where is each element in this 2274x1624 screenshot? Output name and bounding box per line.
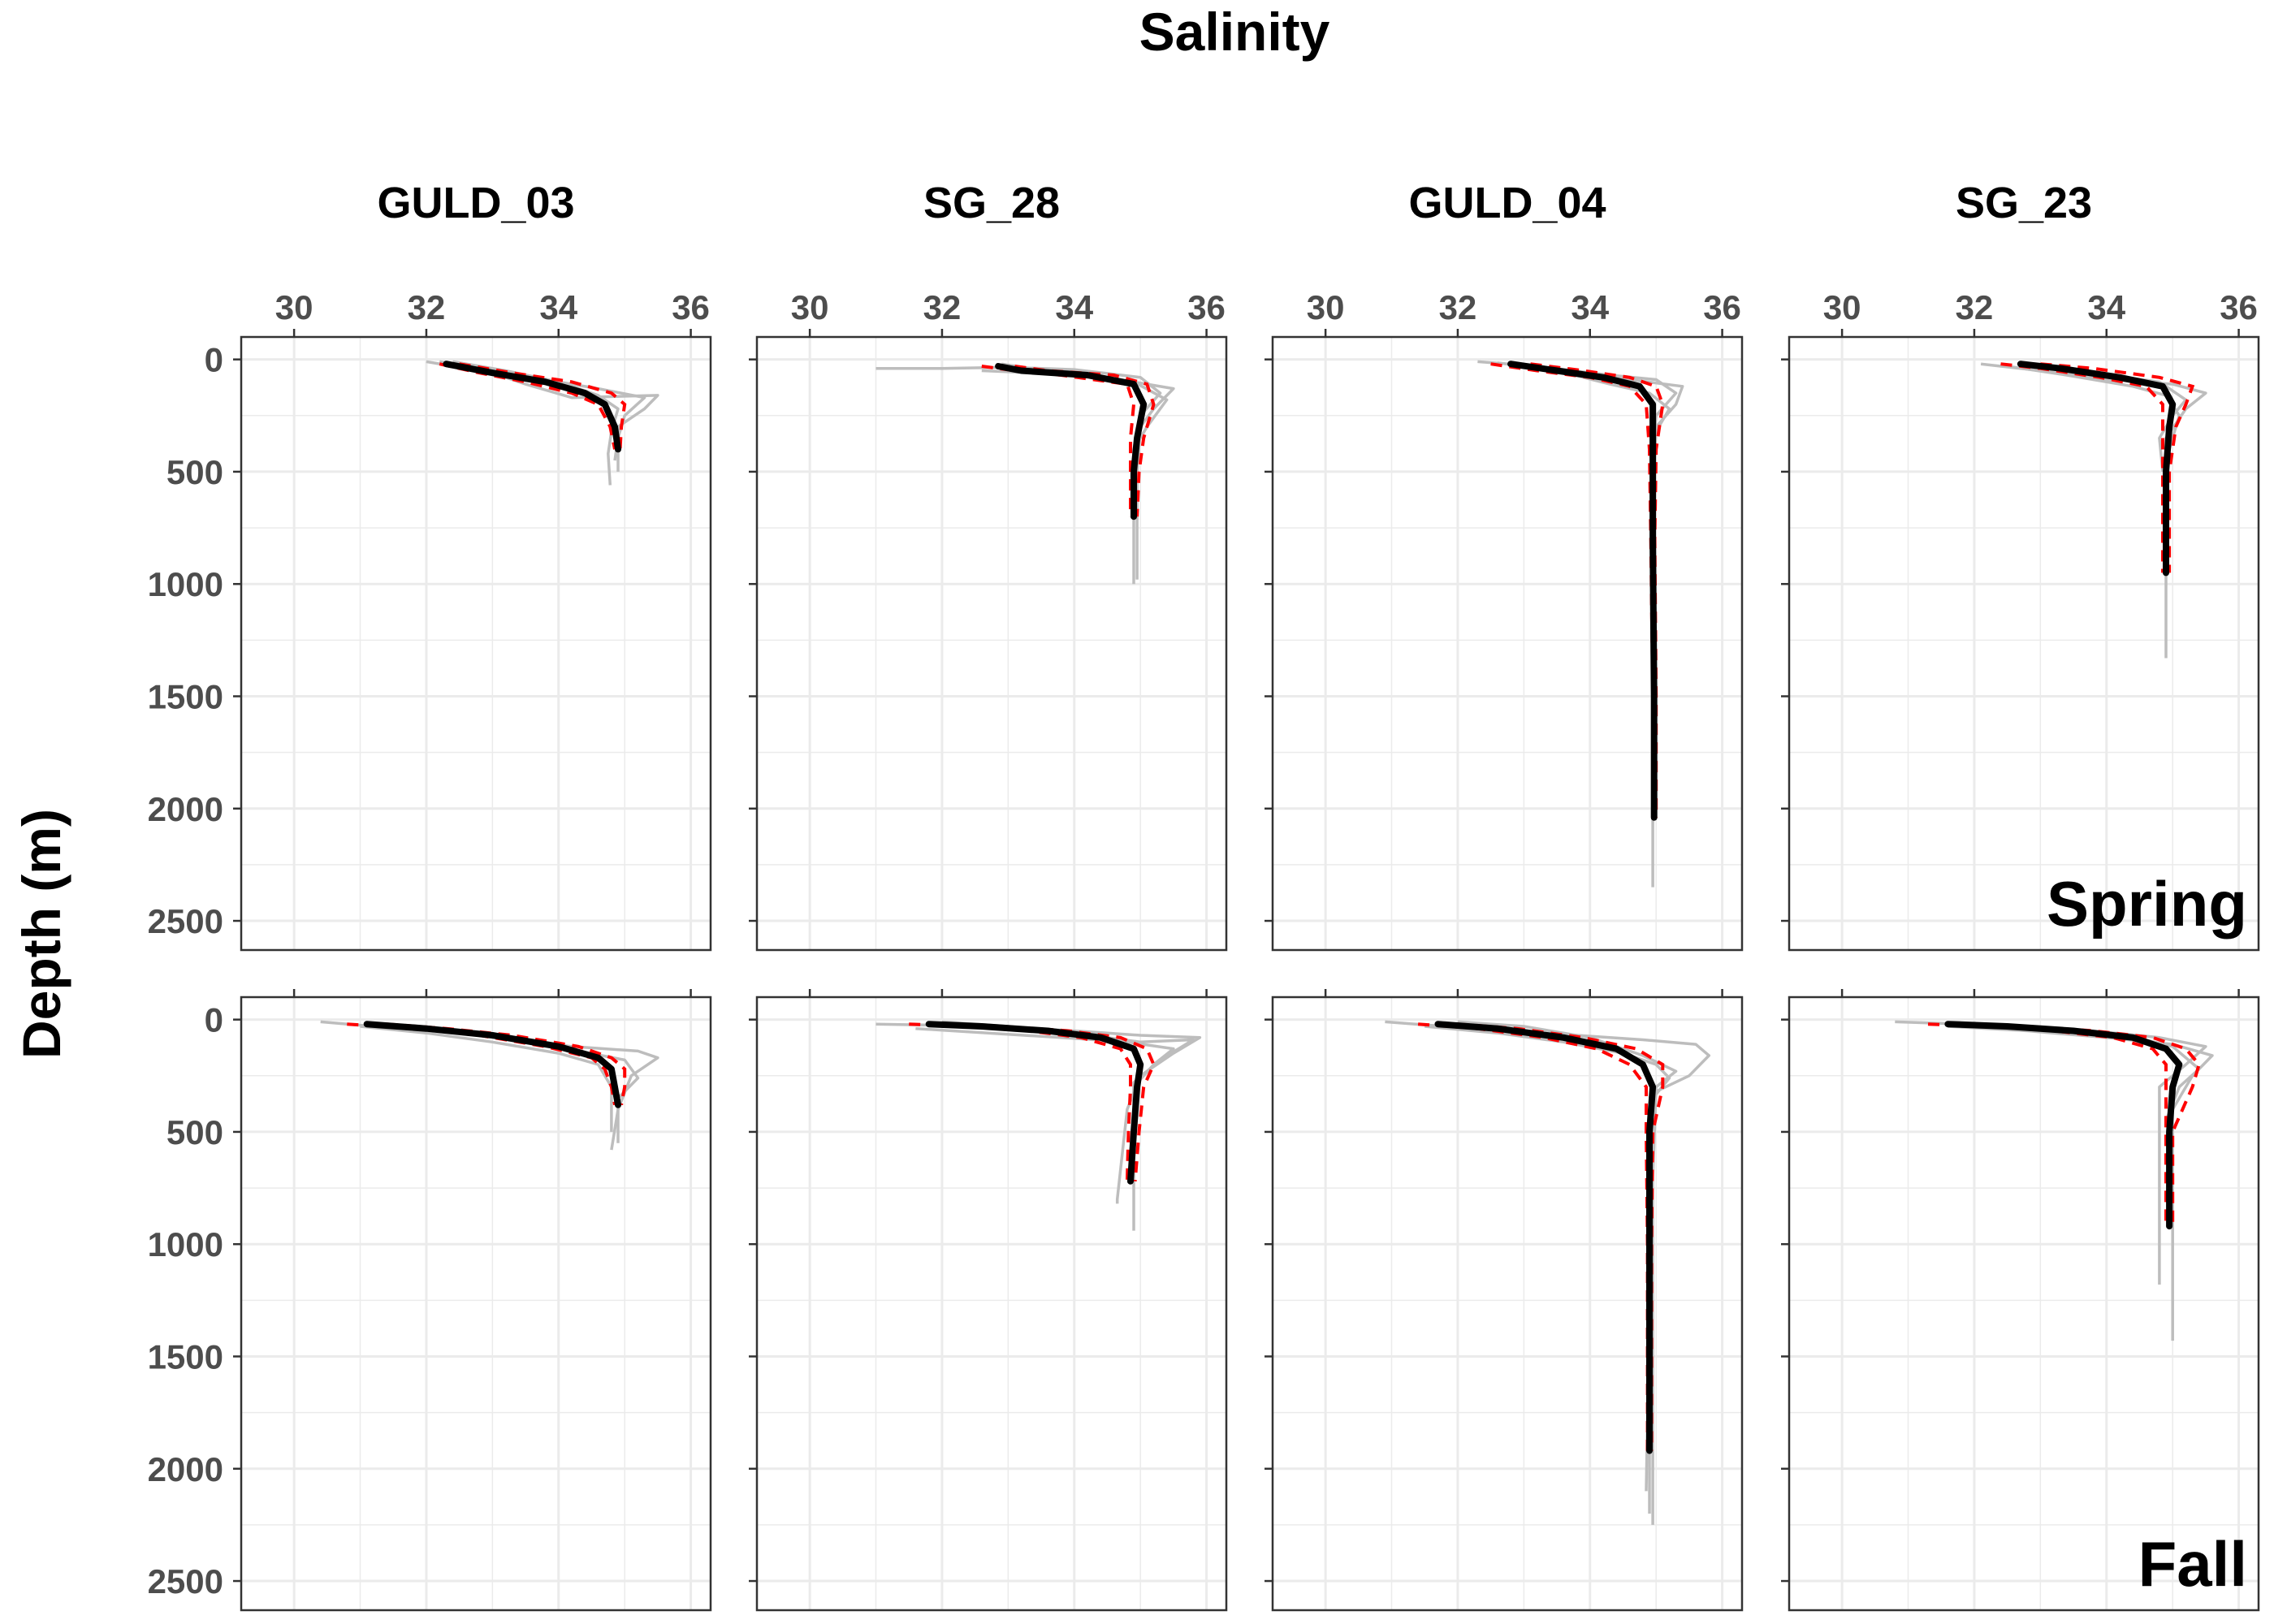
- station-header-sg-28: SG_28: [923, 179, 1060, 227]
- y-tick-label: 0: [205, 341, 223, 379]
- x-tick-label: 34: [2087, 288, 2125, 326]
- profile-lines: [875, 362, 1175, 585]
- panel-background: [1789, 337, 2259, 950]
- y-tick-label: 1500: [148, 677, 223, 715]
- x-tick-label: 36: [1187, 288, 1226, 326]
- x-tick-label: 30: [1823, 288, 1861, 326]
- mean-profile-line: [443, 361, 621, 453]
- x-tick-label: 32: [1956, 288, 1994, 326]
- panel-background: [757, 337, 1226, 950]
- panel-guld-04-spring: 30 32 34 36: [1265, 288, 1744, 952]
- panel-border: [240, 996, 712, 1612]
- panel-border: [755, 996, 1228, 1612]
- panel-sg-23-fall: Fall: [1781, 989, 2260, 1612]
- panel-border: [240, 335, 712, 952]
- x-tick-label: 32: [408, 288, 446, 326]
- x-tick-label: 34: [539, 288, 577, 326]
- x-tick-label: 36: [672, 288, 710, 326]
- mean-profile-line: [363, 1021, 621, 1108]
- panel-border: [755, 335, 1228, 952]
- y-tick-label: 1000: [148, 1225, 223, 1263]
- x-tick-label: 30: [1307, 288, 1345, 326]
- panel-background: [757, 997, 1226, 1610]
- profile-lines: [1477, 360, 1684, 888]
- sd-low-line: [2000, 362, 2164, 573]
- panel-background: [241, 337, 711, 950]
- figure-title: Salinity: [1139, 2, 1330, 62]
- y-tick-label: 2500: [148, 1562, 223, 1600]
- x-tick-label: 32: [1439, 288, 1477, 326]
- panel-grid: GULD_03 SG_28 GULD_04 SG_23 30 32 34 36 0 500 1000…: [148, 179, 2260, 1612]
- panel-background: [1273, 997, 1742, 1610]
- panel-border: [1271, 996, 1744, 1612]
- y-tick-label: 1000: [148, 565, 223, 603]
- mean-profile-line: [2017, 361, 2177, 577]
- profile-lines: [1385, 1020, 1711, 1525]
- profile-lines: [426, 360, 659, 486]
- y-tick-label: 1500: [148, 1337, 223, 1376]
- mean-profile-line: [925, 1021, 1144, 1185]
- x-tick-label: 34: [1571, 288, 1609, 326]
- panel-border: [1788, 335, 2260, 952]
- panel-sg-23-spring: 30 32 34 36 Spring: [1781, 288, 2260, 952]
- panel-guld-03-spring: 30 32 34 36 0 500 1000 1500 2000 2500: [148, 288, 712, 952]
- mean-profile-line: [995, 363, 1148, 520]
- sd-high-line: [386, 1022, 627, 1106]
- y-tick-label: 2500: [148, 902, 223, 940]
- sd-high-line: [2040, 362, 2195, 573]
- x-tick-label: 34: [1055, 288, 1093, 326]
- x-tick-label: 30: [275, 288, 313, 326]
- y-tick-label: 500: [166, 453, 223, 491]
- panel-background: [241, 997, 711, 1610]
- panel-background: [1789, 997, 2259, 1610]
- station-header-guld-03: GULD_03: [377, 179, 574, 227]
- panel-background: [1273, 337, 1742, 950]
- profile-lines: [1980, 361, 2207, 659]
- mean-profile-line: [1434, 1021, 1657, 1454]
- y-tick-label: 2000: [148, 790, 223, 828]
- panel-sg-28-spring: 30 32 34 36: [749, 288, 1228, 952]
- profile-lines: [1895, 1020, 2214, 1341]
- profile-lines: [320, 1020, 659, 1151]
- mean-profile-line: [1944, 1021, 2183, 1230]
- x-tick-label: 36: [1703, 288, 1741, 326]
- y-axis-label: Depth (m): [11, 809, 71, 1059]
- mean-profile-line: [1507, 361, 1658, 821]
- x-tick-label: 36: [2220, 288, 2258, 326]
- profile-lines: [875, 1020, 1202, 1231]
- sd-high-line: [459, 362, 627, 450]
- season-label-fall: Fall: [2138, 1528, 2247, 1600]
- panel-sg-28-fall: [749, 989, 1228, 1612]
- x-tick-label: 32: [923, 288, 962, 326]
- x-tick-label: 30: [791, 288, 829, 326]
- individual-profile-line: [452, 360, 620, 486]
- panel-guld-04-fall: [1265, 989, 1744, 1612]
- y-tick-label: 2000: [148, 1450, 223, 1488]
- season-label-spring: Spring: [2047, 868, 2247, 939]
- y-tick-label: 500: [166, 1113, 223, 1151]
- panel-guld-03-fall: 0 500 1000 1500 2000 2500: [148, 989, 712, 1612]
- panel-border: [1788, 996, 2260, 1612]
- panel-border: [1271, 335, 1744, 952]
- y-tick-label: 0: [205, 1001, 223, 1039]
- station-header-guld-04: GULD_04: [1408, 179, 1606, 227]
- station-header-sg-23: SG_23: [1956, 179, 2092, 227]
- individual-profile-line: [1948, 1025, 2214, 1341]
